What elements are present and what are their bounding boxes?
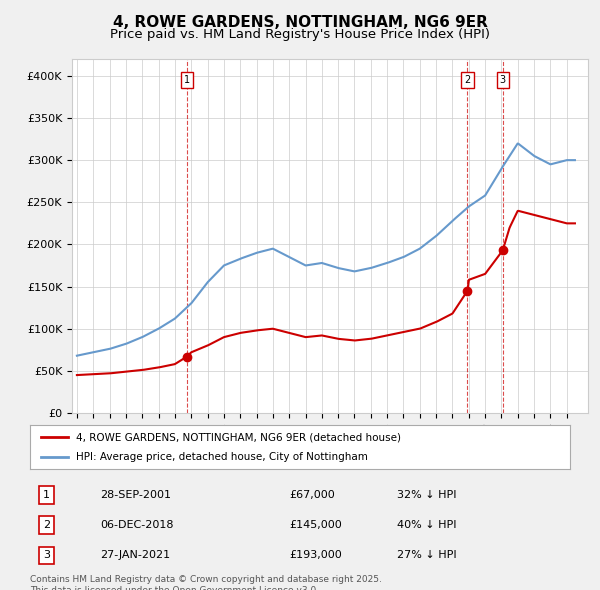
- Text: 3: 3: [500, 75, 506, 85]
- Text: £145,000: £145,000: [289, 520, 342, 530]
- Text: £193,000: £193,000: [289, 550, 342, 560]
- Text: 1: 1: [43, 490, 50, 500]
- Text: 27% ↓ HPI: 27% ↓ HPI: [397, 550, 457, 560]
- Text: 4, ROWE GARDENS, NOTTINGHAM, NG6 9ER (detached house): 4, ROWE GARDENS, NOTTINGHAM, NG6 9ER (de…: [76, 432, 401, 442]
- Text: 1: 1: [184, 75, 190, 85]
- Text: Contains HM Land Registry data © Crown copyright and database right 2025.
This d: Contains HM Land Registry data © Crown c…: [30, 575, 382, 590]
- Text: 06-DEC-2018: 06-DEC-2018: [100, 520, 174, 530]
- Text: 27-JAN-2021: 27-JAN-2021: [100, 550, 170, 560]
- Text: 2: 2: [43, 520, 50, 530]
- Text: 28-SEP-2001: 28-SEP-2001: [100, 490, 171, 500]
- Text: 40% ↓ HPI: 40% ↓ HPI: [397, 520, 457, 530]
- Text: £67,000: £67,000: [289, 490, 335, 500]
- Text: 32% ↓ HPI: 32% ↓ HPI: [397, 490, 457, 500]
- Text: Price paid vs. HM Land Registry's House Price Index (HPI): Price paid vs. HM Land Registry's House …: [110, 28, 490, 41]
- Text: HPI: Average price, detached house, City of Nottingham: HPI: Average price, detached house, City…: [76, 452, 368, 461]
- Text: 2: 2: [464, 75, 470, 85]
- Text: 4, ROWE GARDENS, NOTTINGHAM, NG6 9ER: 4, ROWE GARDENS, NOTTINGHAM, NG6 9ER: [113, 15, 487, 30]
- Text: 3: 3: [43, 550, 50, 560]
